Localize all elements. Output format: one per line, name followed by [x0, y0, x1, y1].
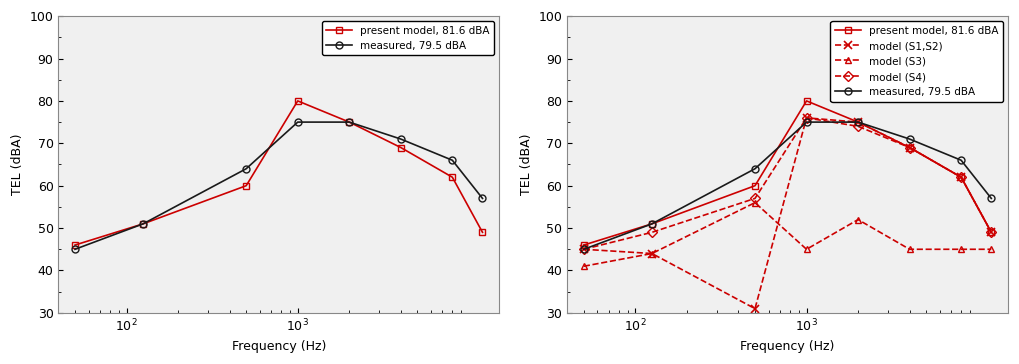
- Line: measured, 79.5 dBA: measured, 79.5 dBA: [581, 119, 995, 253]
- measured, 79.5 dBA: [985, 196, 998, 201]
- model (S4): [955, 175, 967, 179]
- present model, 81.6 dBA: [394, 145, 407, 150]
- present model, 81.6 dBA: [904, 145, 916, 150]
- model (S1,S2): [852, 120, 864, 124]
- model (S1,S2): [749, 306, 761, 311]
- measured, 79.5 dBA: [476, 196, 488, 201]
- model (S3): [985, 247, 998, 252]
- present model, 81.6 dBA: [852, 120, 864, 124]
- model (S3): [955, 247, 967, 252]
- model (S4): [578, 247, 590, 252]
- measured, 79.5 dBA: [446, 158, 459, 162]
- measured, 79.5 dBA: [646, 222, 658, 226]
- X-axis label: Frequency (Hz): Frequency (Hz): [741, 340, 835, 353]
- present model, 81.6 dBA: [955, 175, 967, 179]
- present model, 81.6 dBA: [137, 222, 149, 226]
- present model, 81.6 dBA: [646, 222, 658, 226]
- model (S1,S2): [955, 175, 967, 179]
- model (S4): [801, 116, 813, 120]
- present model, 81.6 dBA: [801, 99, 813, 103]
- Legend: present model, 81.6 dBA, model (S1,S2), model (S3), model (S4), measured, 79.5 d: present model, 81.6 dBA, model (S1,S2), …: [830, 21, 1003, 102]
- Line: measured, 79.5 dBA: measured, 79.5 dBA: [71, 119, 486, 253]
- present model, 81.6 dBA: [476, 230, 488, 234]
- Legend: present model, 81.6 dBA, measured, 79.5 dBA: present model, 81.6 dBA, measured, 79.5 …: [322, 21, 494, 55]
- Line: present model, 81.6 dBA: present model, 81.6 dBA: [581, 98, 995, 249]
- measured, 79.5 dBA: [343, 120, 356, 124]
- model (S1,S2): [801, 116, 813, 120]
- model (S4): [646, 230, 658, 234]
- present model, 81.6 dBA: [446, 175, 459, 179]
- present model, 81.6 dBA: [69, 243, 82, 247]
- measured, 79.5 dBA: [904, 137, 916, 141]
- measured, 79.5 dBA: [137, 222, 149, 226]
- model (S3): [852, 217, 864, 222]
- present model, 81.6 dBA: [985, 230, 998, 234]
- Line: model (S4): model (S4): [581, 114, 995, 253]
- Line: present model, 81.6 dBA: present model, 81.6 dBA: [71, 98, 486, 249]
- present model, 81.6 dBA: [240, 183, 253, 188]
- model (S4): [904, 145, 916, 150]
- model (S3): [904, 247, 916, 252]
- Y-axis label: TEL (dBA): TEL (dBA): [520, 134, 533, 195]
- measured, 79.5 dBA: [852, 120, 864, 124]
- model (S1,S2): [578, 247, 590, 252]
- present model, 81.6 dBA: [749, 183, 761, 188]
- model (S3): [801, 247, 813, 252]
- X-axis label: Frequency (Hz): Frequency (Hz): [231, 340, 326, 353]
- model (S4): [852, 124, 864, 128]
- measured, 79.5 dBA: [291, 120, 304, 124]
- model (S3): [749, 201, 761, 205]
- measured, 79.5 dBA: [69, 247, 82, 252]
- model (S1,S2): [904, 145, 916, 150]
- model (S1,S2): [646, 251, 658, 256]
- measured, 79.5 dBA: [240, 167, 253, 171]
- model (S3): [578, 264, 590, 268]
- model (S4): [749, 196, 761, 201]
- model (S3): [646, 251, 658, 256]
- model (S1,S2): [985, 230, 998, 234]
- Line: model (S3): model (S3): [581, 199, 995, 270]
- measured, 79.5 dBA: [578, 247, 590, 252]
- Line: model (S1,S2): model (S1,S2): [580, 114, 996, 313]
- measured, 79.5 dBA: [801, 120, 813, 124]
- present model, 81.6 dBA: [291, 99, 304, 103]
- measured, 79.5 dBA: [955, 158, 967, 162]
- Y-axis label: TEL (dBA): TEL (dBA): [11, 134, 24, 195]
- model (S4): [985, 230, 998, 234]
- present model, 81.6 dBA: [578, 243, 590, 247]
- measured, 79.5 dBA: [394, 137, 407, 141]
- present model, 81.6 dBA: [343, 120, 356, 124]
- measured, 79.5 dBA: [749, 167, 761, 171]
